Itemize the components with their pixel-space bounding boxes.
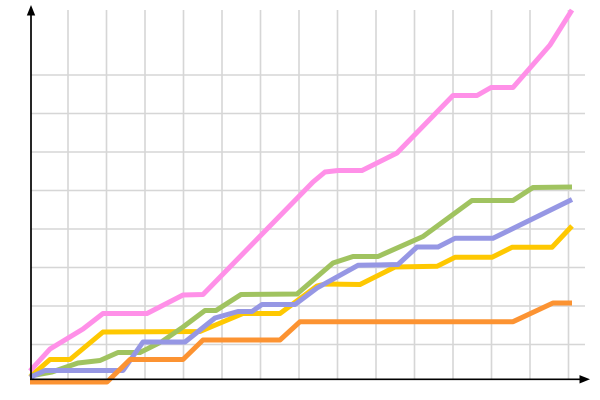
series-line-pink [28, 8, 575, 373]
y-axis-arrowhead-icon [26, 5, 36, 16]
series-line-periwinkle [28, 197, 574, 380]
series-line-orange [30, 300, 572, 385]
series-line-green [29, 184, 573, 379]
x-axis-arrowhead-icon [579, 375, 590, 384]
